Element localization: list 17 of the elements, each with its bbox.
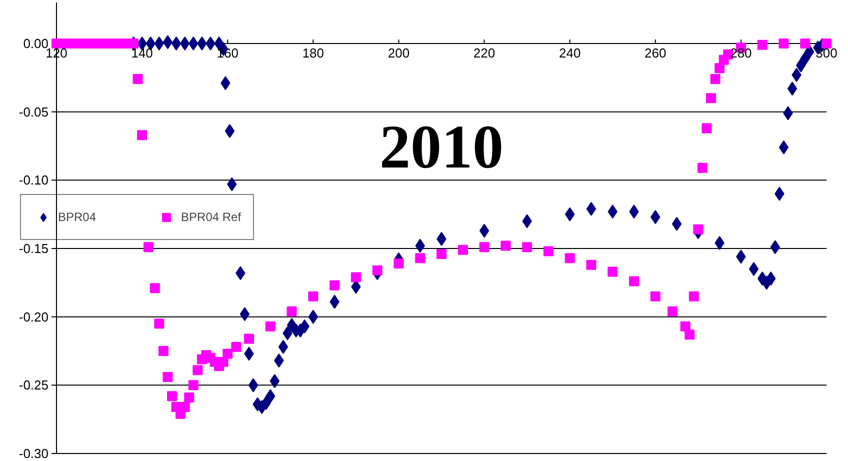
y-tick-label: -0.05	[18, 104, 49, 120]
x-tick-label: 220	[473, 46, 496, 60]
x-tick-label: 260	[644, 46, 666, 60]
y-tick-label: -0.20	[18, 309, 49, 324]
legend-label: BPR04 Ref	[181, 210, 242, 224]
y-tick-label: -0.25	[18, 378, 49, 393]
y-tick-label: -0.15	[18, 241, 49, 256]
x-tick-label: 200	[388, 46, 410, 60]
x-tick-label: 160	[216, 46, 238, 60]
x-tick-label: 140	[131, 46, 153, 60]
x-tick-label: 180	[302, 46, 324, 60]
x-tick-label: 240	[558, 46, 581, 60]
text: 2010	[380, 113, 504, 182]
legend-label: BPR04	[58, 210, 96, 224]
x-tick-label: 300	[816, 46, 838, 60]
y-tick-label: -0.30	[18, 446, 49, 461]
y-tick-label: -0.10	[18, 172, 49, 188]
